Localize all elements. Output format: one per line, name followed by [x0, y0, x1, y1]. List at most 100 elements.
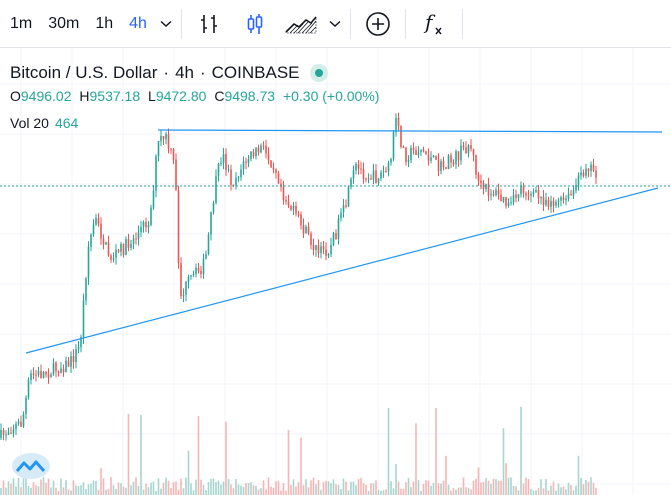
volume-bar — [20, 487, 22, 495]
volume-bar — [387, 407, 390, 495]
candle-body — [447, 155, 450, 169]
volume-bar — [152, 481, 155, 495]
candle-body — [282, 186, 285, 200]
volume-bar — [95, 480, 97, 495]
volume-bar — [590, 477, 592, 495]
candle-body — [355, 164, 357, 171]
candle-body — [12, 429, 15, 434]
volume-bar — [315, 484, 317, 495]
top-toolbar: 1m 30m 1h 4h f — [0, 0, 671, 48]
volume-bar — [160, 488, 162, 495]
resistance-trendline[interactable] — [157, 129, 663, 133]
candle-body — [95, 217, 97, 225]
volume-bar — [285, 490, 287, 495]
candle-body — [265, 145, 267, 154]
candle-body — [490, 194, 492, 196]
volume-bars — [0, 406, 597, 495]
bar-chart-button[interactable] — [186, 0, 232, 48]
volume-bar — [197, 416, 200, 495]
candle-body — [450, 155, 452, 163]
volume-bar — [125, 487, 127, 495]
candle-body — [535, 189, 537, 193]
volume-bar — [42, 477, 45, 495]
volume-bar — [465, 487, 467, 495]
area-chart-button[interactable] — [278, 0, 324, 48]
volume-bar — [507, 477, 510, 495]
volume-bar — [407, 477, 410, 495]
volume-bar — [17, 477, 20, 495]
volume-bar — [587, 481, 590, 495]
candle-body — [172, 149, 175, 160]
volume-bar — [437, 483, 440, 495]
timeframe-4h[interactable]: 4h — [129, 14, 147, 32]
volume-bar — [305, 479, 307, 495]
volume-bar — [67, 489, 70, 495]
volume-bar — [2, 480, 5, 495]
candle-body — [365, 178, 367, 180]
volume-bar — [582, 484, 585, 495]
volume-bar — [320, 489, 322, 495]
candles-button[interactable] — [232, 0, 278, 48]
timeframe-30m[interactable]: 30m — [48, 14, 80, 32]
candle-body — [235, 177, 237, 186]
volume-bar — [427, 480, 430, 495]
volume-bar — [470, 489, 472, 495]
volume-bar — [170, 487, 172, 495]
volume-bar — [482, 481, 485, 495]
candle-body — [555, 201, 557, 206]
candle-body — [465, 147, 467, 154]
chart-type-dropdown-button[interactable] — [324, 0, 346, 48]
candle-body — [477, 174, 480, 181]
candle-body — [107, 242, 110, 256]
candle-body — [457, 151, 460, 161]
volume-bar — [30, 487, 32, 495]
volume-bar — [97, 489, 100, 495]
timeframe-1m[interactable]: 1m — [10, 14, 33, 32]
tradingview-logo-icon[interactable] — [11, 451, 51, 481]
candle-body — [572, 190, 575, 196]
volume-bar — [572, 490, 575, 495]
candle-body — [50, 374, 52, 378]
candle-body — [305, 226, 307, 234]
candle-body — [25, 397, 27, 415]
indicators-button[interactable]: f — [410, 0, 456, 48]
support-trendline[interactable] — [25, 187, 659, 354]
candle-body — [5, 434, 7, 436]
candle-body — [262, 145, 265, 147]
volume-bar — [557, 483, 560, 495]
compare-symbol-button[interactable] — [355, 0, 401, 48]
candle-body — [0, 430, 2, 438]
candle-body — [342, 205, 345, 213]
candle-body — [42, 371, 45, 378]
volume-bar — [337, 484, 340, 495]
candle-body — [397, 117, 400, 126]
candle-body — [430, 157, 432, 161]
volume-bar — [552, 481, 555, 495]
price-chart[interactable] — [0, 48, 671, 495]
volume-bar — [327, 481, 330, 495]
candle-body — [240, 169, 242, 178]
candle-body — [222, 154, 225, 164]
volume-bar — [270, 486, 272, 495]
volume-bar — [167, 480, 170, 495]
chart-canvas[interactable] — [0, 48, 671, 495]
candle-body — [180, 263, 182, 297]
timeframe-1h[interactable]: 1h — [95, 14, 114, 32]
volume-bar — [120, 483, 122, 495]
candle-body — [390, 158, 392, 163]
volume-bar — [522, 483, 525, 495]
volume-bar — [130, 485, 132, 495]
candle-body — [445, 166, 447, 169]
volume-bar — [132, 481, 135, 495]
timeframe-dropdown-button[interactable] — [155, 0, 177, 48]
candle-body — [255, 147, 257, 157]
candle-body — [505, 197, 507, 206]
candle-body — [292, 205, 295, 210]
volume-bar — [205, 490, 207, 495]
volume-bar — [145, 483, 147, 495]
volume-bar — [425, 480, 427, 495]
candle-body — [360, 168, 362, 170]
candle-body — [232, 184, 235, 186]
candle-body — [100, 223, 102, 239]
candle-body — [515, 194, 517, 198]
